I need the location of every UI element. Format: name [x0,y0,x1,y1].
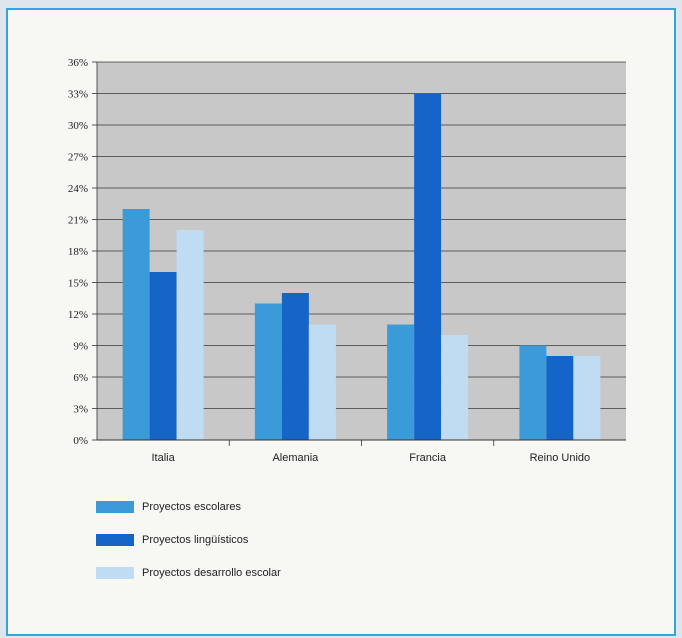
legend-item-proyectos-linguisticos: Proyectos lingüísticos [96,533,281,547]
y-tick-label: 27% [68,152,88,164]
x-tick-label: Alemania [272,452,319,464]
legend-swatch [96,534,134,546]
bar [308,324,336,440]
bar [176,230,204,440]
x-tick-label: Italia [152,452,176,464]
x-tick-label: Francia [409,452,447,464]
y-tick-label: 12% [68,309,88,321]
legend-label: Proyectos escolares [142,501,242,513]
y-tick-label: 6% [73,372,88,384]
legend-item-proyectos-escolares: Proyectos escolares [96,500,281,514]
y-tick-label: 0% [73,435,88,447]
y-tick-label: 21% [68,215,88,227]
legend: Proyectos escolares Proyectos lingüístic… [96,500,281,599]
bar [122,209,150,440]
y-tick-label: 36% [68,57,88,69]
x-tick-label: Reino Unido [530,452,591,464]
y-tick-label: 24% [68,183,88,195]
bar [149,272,177,440]
y-tick-label: 3% [73,404,88,416]
y-tick-label: 15% [68,278,88,290]
bar [519,345,547,440]
legend-swatch [96,567,134,579]
legend-item-proyectos-desarrollo-escolar: Proyectos desarrollo escolar [96,566,281,580]
legend-label: Proyectos desarrollo escolar [142,567,281,579]
legend-swatch [96,501,134,513]
bar [414,93,442,440]
bar [441,335,469,440]
y-tick-label: 18% [68,246,88,258]
y-axis: 0% 3% 6% 9% 12% 15% 18% 21% 24% 27% 30% 33% 36% [68,57,98,447]
bars [122,93,601,440]
bar [254,303,282,440]
bar [546,356,574,440]
y-tick-label: 30% [68,120,88,132]
y-tick-label: 33% [68,89,88,101]
x-axis: Italia Alemania Francia Reino Unido [97,439,626,464]
bar [573,356,601,440]
bar [281,293,309,440]
bar [387,324,415,440]
y-tick-label: 9% [73,341,88,353]
legend-label: Proyectos lingüísticos [142,534,249,546]
